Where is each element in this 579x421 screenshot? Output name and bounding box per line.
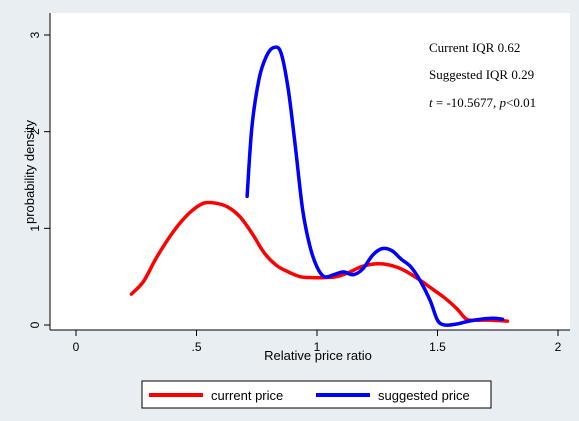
y-tick-label: 0: [28, 321, 42, 328]
x-axis-title: Relative price ratio: [264, 348, 372, 363]
suggested-iqr-annotation: Suggested IQR 0.29: [429, 67, 534, 82]
current-iqr-annotation: Current IQR 0.62: [429, 40, 520, 55]
legend-label-suggested-price: suggested price: [378, 388, 470, 403]
y-axis-title: probability density: [22, 119, 37, 224]
y-ticks: 0 1 2 3: [28, 31, 50, 328]
series-line-suggested-price: [245, 45, 505, 327]
annotations: Current IQR 0.62 Suggested IQR 0.29 t = …: [429, 40, 536, 110]
x-tick-label: 1: [314, 340, 321, 354]
series-line-current-price: [129, 200, 510, 323]
plot-area: [50, 13, 570, 330]
t-value: = -10.5677,: [433, 95, 500, 110]
x-tick-label: 2: [555, 340, 562, 354]
p-value: <0.01: [506, 95, 536, 110]
p-symbol: p: [499, 95, 507, 110]
y-tick-label: 1: [28, 225, 42, 232]
x-ticks: 0 .5 1 1.5 2: [73, 330, 562, 354]
x-tick-label: 0: [73, 340, 80, 354]
legend-label-current-price: current price: [211, 388, 283, 403]
x-tick-label: .5: [191, 340, 201, 354]
x-tick-label: 1.5: [429, 340, 446, 354]
y-tick-label: 2: [28, 128, 42, 135]
y-tick-label: 3: [28, 31, 42, 38]
series-group: [129, 45, 510, 327]
t-symbol: t: [429, 95, 433, 110]
t-test-annotation: t = -10.5677, p<0.01: [429, 95, 536, 110]
legend: current price suggested price: [141, 380, 492, 409]
